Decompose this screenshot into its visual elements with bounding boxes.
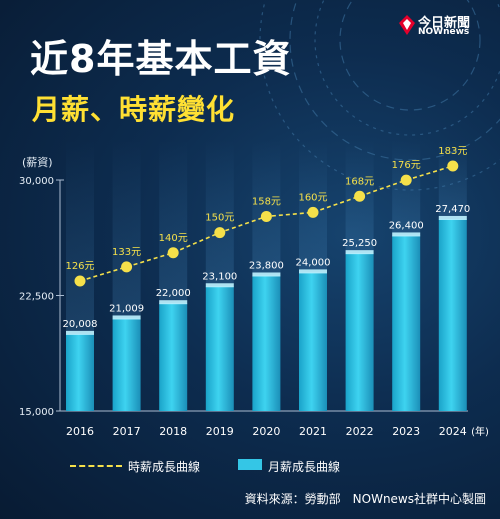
y-tick-label: 30,000 <box>19 176 54 187</box>
monthly-bar-cap <box>252 272 281 277</box>
hourly-point <box>214 227 226 239</box>
x-tick-label: 2022 <box>346 425 374 438</box>
monthly-bar-cap <box>112 315 141 320</box>
monthly-bar <box>252 275 281 411</box>
monthly-bar-label: 25,250 <box>342 238 377 249</box>
x-tick-label: 2023 <box>392 425 420 438</box>
legend-hourly-swatch <box>70 465 122 467</box>
x-tick-label: 2016 <box>66 425 94 438</box>
x-tick-label: 2019 <box>206 425 234 438</box>
hourly-point-label: 158元 <box>252 196 281 207</box>
source-note: 資料來源：勞動部 NOWnews社群中心製圖 <box>244 492 486 506</box>
monthly-bar-label: 20,008 <box>63 319 98 330</box>
chart-title: 近8年基本工資 <box>30 37 292 81</box>
bar-ghost <box>392 140 421 236</box>
decorative-arc <box>314 0 500 136</box>
x-axis-unit: (年) <box>471 425 489 438</box>
monthly-bar-cap <box>205 283 234 288</box>
hourly-point-label: 140元 <box>159 233 188 244</box>
bar-ghost <box>159 140 188 304</box>
x-tick-label: 2021 <box>299 425 327 438</box>
x-tick-label: 2020 <box>252 425 280 438</box>
x-tick-label: 2018 <box>159 425 187 438</box>
monthly-bar <box>299 272 327 411</box>
brand-name: 今日新聞 <box>418 16 471 31</box>
bar-ghost <box>66 140 94 334</box>
monthly-bar <box>159 303 188 411</box>
hourly-point-label: 160元 <box>298 192 327 203</box>
monthly-bar-label: 23,100 <box>202 271 237 282</box>
hourly-point <box>121 261 133 273</box>
monthly-bar-cap <box>66 330 94 335</box>
chart-subtitle: 月薪、時薪變化 <box>32 93 236 126</box>
monthly-bar <box>438 218 467 411</box>
y-axis-unit: (薪資) <box>22 156 53 169</box>
monthly-bar <box>66 333 94 411</box>
brand-mark-icon <box>399 15 415 35</box>
monthly-bar <box>345 253 374 411</box>
legend-monthly-swatch <box>238 459 262 470</box>
hourly-point <box>354 190 366 202</box>
y-tick-label: 15,000 <box>19 407 54 418</box>
x-axis-labels: 2016 2017 2018 2019 2020 2021 2022 2023 2024 (年) <box>66 425 489 438</box>
bar-ghost <box>252 140 281 276</box>
bar-ghost <box>205 140 234 287</box>
hourly-line: 126元 133元 140元 150元 158元 160元 168元 176元 183元 <box>65 146 467 287</box>
monthly-bar <box>205 286 234 411</box>
hourly-point <box>260 210 272 222</box>
monthly-bar-cap <box>392 232 421 237</box>
monthly-bar-label: 26,400 <box>389 220 424 231</box>
monthly-bar-label: 22,000 <box>156 288 191 299</box>
monthly-bar-cap <box>299 269 327 274</box>
hourly-point-label: 183元 <box>438 146 467 157</box>
hourly-point <box>400 174 412 186</box>
monthly-bars <box>66 140 467 411</box>
monthly-bar-label: 27,470 <box>435 204 470 215</box>
brand-logo: 今日新聞 NOWnews <box>398 12 490 40</box>
x-tick-label: 2024 <box>439 425 467 438</box>
monthly-bar <box>112 318 141 411</box>
legend-hourly-label: 時薪成長曲線 <box>128 460 201 474</box>
y-tick-label: 22,500 <box>19 292 54 303</box>
hourly-point <box>167 247 179 259</box>
monthly-bar-label: 23,800 <box>249 260 284 271</box>
hourly-point <box>74 275 86 287</box>
monthly-bar-label: 24,000 <box>296 257 331 268</box>
bar-ghost <box>112 140 141 319</box>
monthly-bar-label: 21,009 <box>109 303 144 314</box>
hourly-point <box>447 160 459 172</box>
hourly-point-label: 126元 <box>65 261 94 272</box>
monthly-bar-cap <box>438 215 467 220</box>
decorative-arc <box>339 0 481 111</box>
monthly-bar-cap <box>345 250 374 255</box>
hourly-point-label: 176元 <box>392 160 421 171</box>
hourly-point-label: 150元 <box>205 213 234 224</box>
monthly-bar-cap <box>159 300 188 305</box>
bar-ghost <box>299 140 327 273</box>
monthly-bar-labels: 20,008 21,009 22,000 23,100 23,800 24,000 25,2… <box>63 204 471 330</box>
legend-monthly-label: 月薪成長曲線 <box>268 460 341 474</box>
hourly-point-label: 168元 <box>345 176 374 187</box>
monthly-bar <box>392 235 421 411</box>
hourly-point <box>307 206 319 218</box>
hourly-point-label: 133元 <box>112 247 141 258</box>
x-tick-label: 2017 <box>113 425 141 438</box>
bar-ghost <box>438 140 467 219</box>
brand-name-latin: NOWnews <box>418 27 470 37</box>
